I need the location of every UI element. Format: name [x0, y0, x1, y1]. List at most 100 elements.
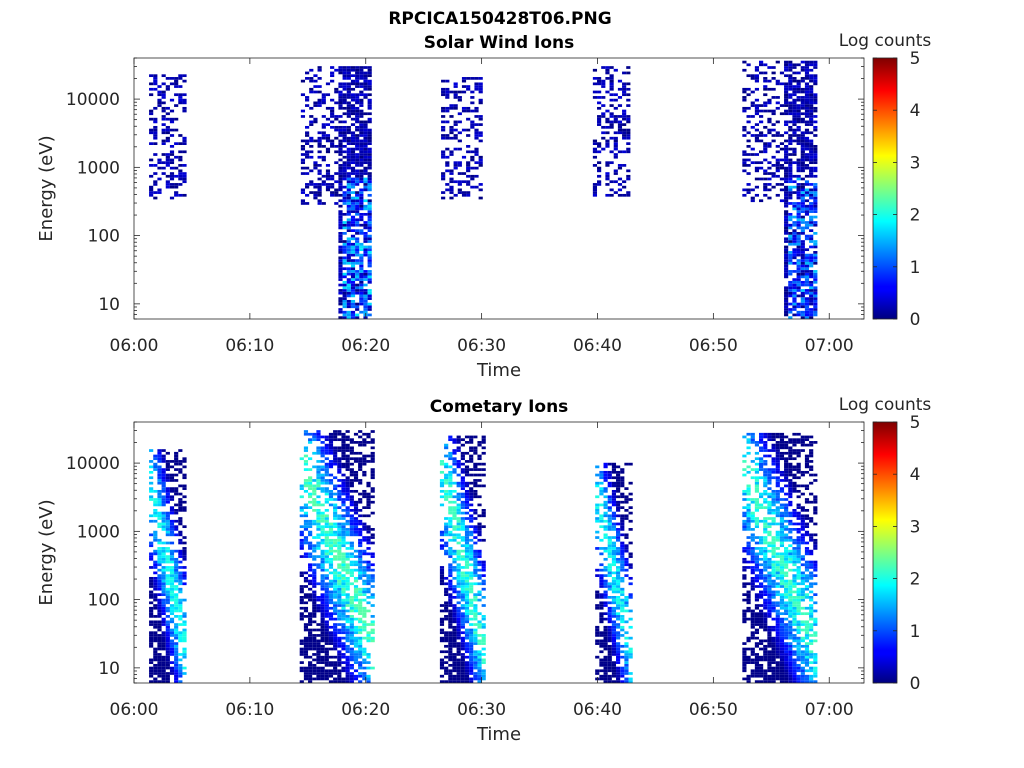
spectrogram-cell: [178, 509, 183, 512]
spectrogram-cell: [355, 174, 360, 178]
spectrogram-cell: [796, 245, 801, 249]
spectrogram-cell: [169, 509, 175, 512]
spectrogram-cell: [592, 193, 598, 197]
spectrogram-cell: [784, 256, 789, 260]
spectrogram-cell: [444, 601, 449, 605]
spectrogram-cell: [182, 598, 187, 602]
spectrogram-cell: [607, 587, 612, 591]
spectrogram-cell: [358, 566, 363, 569]
spectrogram-cell: [182, 79, 187, 83]
spectrogram-cell: [804, 90, 810, 94]
spectrogram-cell: [481, 574, 486, 577]
spectrogram-cell: [308, 593, 313, 596]
spectrogram-cell: [469, 487, 474, 490]
spectrogram-cell: [337, 612, 342, 616]
spectrogram-cell: [353, 606, 359, 610]
spectrogram-cell: [305, 193, 310, 197]
spectrogram-cell: [316, 487, 321, 490]
spectrogram-cell: [622, 136, 627, 140]
y-axis-label: Energy (eV): [36, 135, 57, 241]
spectrogram-cell: [355, 223, 360, 227]
spectrogram-cell: [626, 136, 631, 140]
spectrogram-cell: [308, 519, 313, 523]
spectrogram-cell: [813, 251, 818, 254]
spectrogram-cell: [759, 549, 764, 553]
spectrogram-cell: [358, 601, 363, 605]
spectrogram-cell: [338, 212, 343, 216]
spectrogram-cell: [349, 525, 354, 529]
spectrogram-cell: [320, 489, 325, 493]
spectrogram-cell: [784, 289, 789, 292]
spectrogram-cell: [628, 672, 633, 675]
spectrogram-cell: [595, 604, 600, 607]
spectrogram-cell: [317, 98, 322, 102]
spectrogram-cell: [341, 566, 346, 569]
spectrogram-cell: [616, 582, 621, 586]
spectrogram-cell: [337, 492, 342, 496]
spectrogram-cell: [742, 128, 747, 132]
spectrogram-cell: [607, 606, 612, 610]
spectrogram-cell: [750, 188, 755, 192]
spectrogram-cell: [178, 503, 183, 507]
spectrogram-cell: [464, 468, 470, 471]
spectrogram-cell: [603, 590, 608, 594]
spectrogram-cell: [800, 226, 805, 230]
spectrogram-cell: [800, 272, 805, 276]
spectrogram-cell: [169, 576, 175, 580]
spectrogram-cell: [325, 183, 331, 186]
spectrogram-cell: [599, 470, 604, 474]
spectrogram-cell: [174, 634, 179, 637]
spectrogram-cell: [359, 291, 364, 295]
spectrogram-cell: [321, 98, 326, 102]
spectrogram-cell: [169, 669, 175, 673]
spectrogram-cell: [320, 538, 325, 542]
spectrogram-cell: [341, 473, 346, 477]
spectrogram-cell: [804, 283, 810, 287]
spectrogram-cell: [809, 85, 814, 88]
spectrogram-cell: [317, 183, 322, 186]
spectrogram-cell: [350, 96, 356, 99]
spectrogram-cell: [792, 253, 797, 257]
spectrogram-cell: [165, 642, 170, 645]
spectrogram-cell: [353, 506, 359, 509]
spectrogram-cell: [750, 576, 755, 580]
spectrogram-cell: [341, 677, 346, 681]
spectrogram-cell: [324, 612, 329, 616]
spectrogram-cell: [324, 658, 329, 662]
spectrogram-cell: [444, 587, 449, 591]
spectrogram-cell: [788, 234, 793, 238]
spectrogram-cell: [624, 598, 629, 602]
spectrogram-cell: [359, 101, 364, 105]
spectrogram-cell: [464, 587, 470, 591]
spectrogram-cell: [469, 489, 474, 493]
spectrogram-cell: [607, 495, 612, 499]
spectrogram-cell: [607, 647, 612, 651]
spectrogram-cell: [613, 68, 618, 72]
spectrogram-cell: [813, 145, 818, 148]
spectrogram-cell: [804, 204, 810, 208]
spectrogram-cell: [750, 134, 755, 137]
spectrogram-cell: [800, 215, 805, 219]
spectrogram-cell: [754, 98, 760, 102]
spectrogram-cell: [809, 280, 814, 284]
spectrogram-cell: [149, 188, 154, 192]
spectrogram-cell: [784, 302, 789, 306]
spectrogram-cell: [366, 495, 371, 499]
spectrogram-cell: [804, 174, 810, 178]
spectrogram-cell: [324, 625, 329, 629]
spectrogram-cell: [337, 639, 342, 643]
spectrogram-cell: [367, 79, 372, 83]
spectrogram-cell: [303, 446, 309, 450]
spectrogram-cell: [161, 582, 166, 586]
spectrogram-cell: [342, 71, 347, 75]
spectrogram-cell: [333, 522, 338, 526]
spectrogram-cell: [363, 272, 368, 276]
spectrogram-cell: [754, 498, 760, 501]
spectrogram-cell: [616, 658, 621, 662]
spectrogram-cell: [469, 457, 474, 461]
spectrogram-cell: [456, 446, 461, 450]
spectrogram-cell: [754, 620, 760, 624]
spectrogram-cell: [448, 566, 453, 569]
spectrogram-cell: [305, 71, 310, 75]
spectrogram-cell: [345, 498, 350, 501]
